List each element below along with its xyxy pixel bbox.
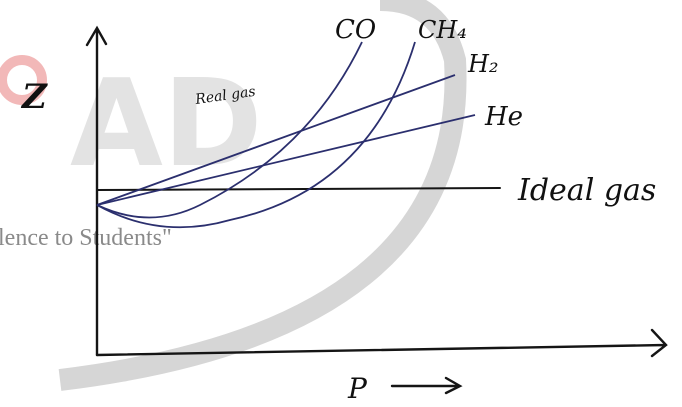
he-label: He [484, 102, 523, 132]
ideal-gas-label: Ideal gas [517, 173, 656, 208]
x-axis-arrow [392, 378, 460, 393]
diagram: AD lence to Students" Z P CO CH₄ H₂ He I… [0, 0, 682, 407]
y-axis-label: Z [20, 77, 48, 117]
ch4-label: CH₄ [418, 16, 467, 44]
co-label: CO [335, 15, 376, 45]
x-axis-label: P [347, 372, 368, 405]
watermark-tagline: lence to Students" [0, 225, 172, 251]
h2-label: H₂ [467, 50, 499, 78]
